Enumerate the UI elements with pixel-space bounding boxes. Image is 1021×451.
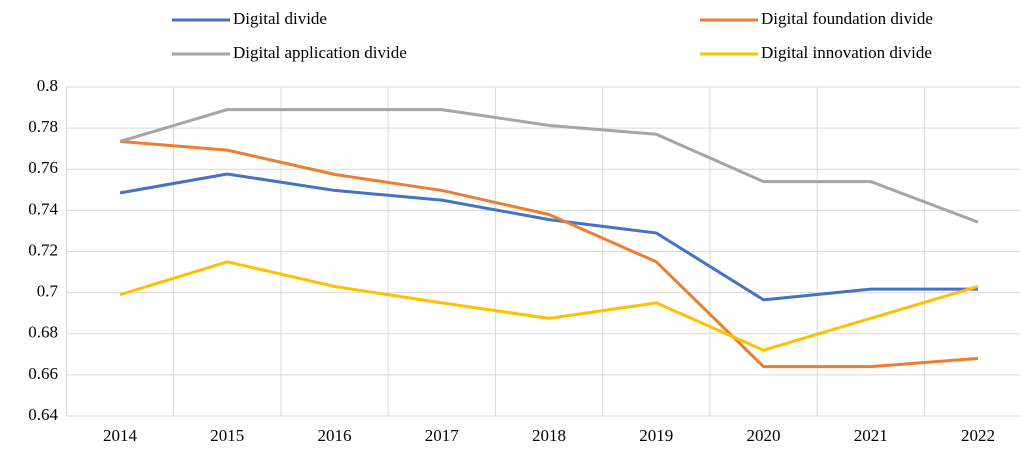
x-tick-label: 2020: [747, 426, 781, 445]
y-tick-label: 0.74: [28, 199, 58, 218]
y-tick-label: 0.64: [28, 405, 58, 424]
y-tick-label: 0.66: [28, 364, 58, 383]
series-line: [119, 260, 979, 352]
y-tick-label: 0.7: [37, 282, 59, 301]
x-tick-label: 2018: [532, 426, 566, 445]
y-tick-label: 0.78: [28, 117, 58, 136]
legend-label: Digital innovation divide: [761, 43, 932, 62]
series-line: [119, 139, 979, 369]
y-tick-label: 0.72: [28, 240, 58, 259]
series-line: [119, 108, 979, 224]
legend-label: Digital application divide: [233, 43, 407, 62]
x-tick-label: 2021: [854, 426, 888, 445]
legend-label: Digital foundation divide: [761, 9, 933, 28]
x-tick-label: 2019: [639, 426, 673, 445]
y-tick-label: 0.8: [37, 76, 58, 95]
x-tick-label: 2015: [210, 426, 244, 445]
y-tick-label: 0.76: [28, 158, 58, 177]
x-tick-label: 2017: [425, 426, 460, 445]
x-tick-label: 2016: [318, 426, 352, 445]
y-tick-label: 0.68: [28, 323, 58, 342]
legend-label: Digital divide: [233, 9, 327, 28]
x-tick-label: 2014: [103, 426, 138, 445]
series-line: [119, 172, 979, 302]
x-tick-label: 2022: [961, 426, 995, 445]
